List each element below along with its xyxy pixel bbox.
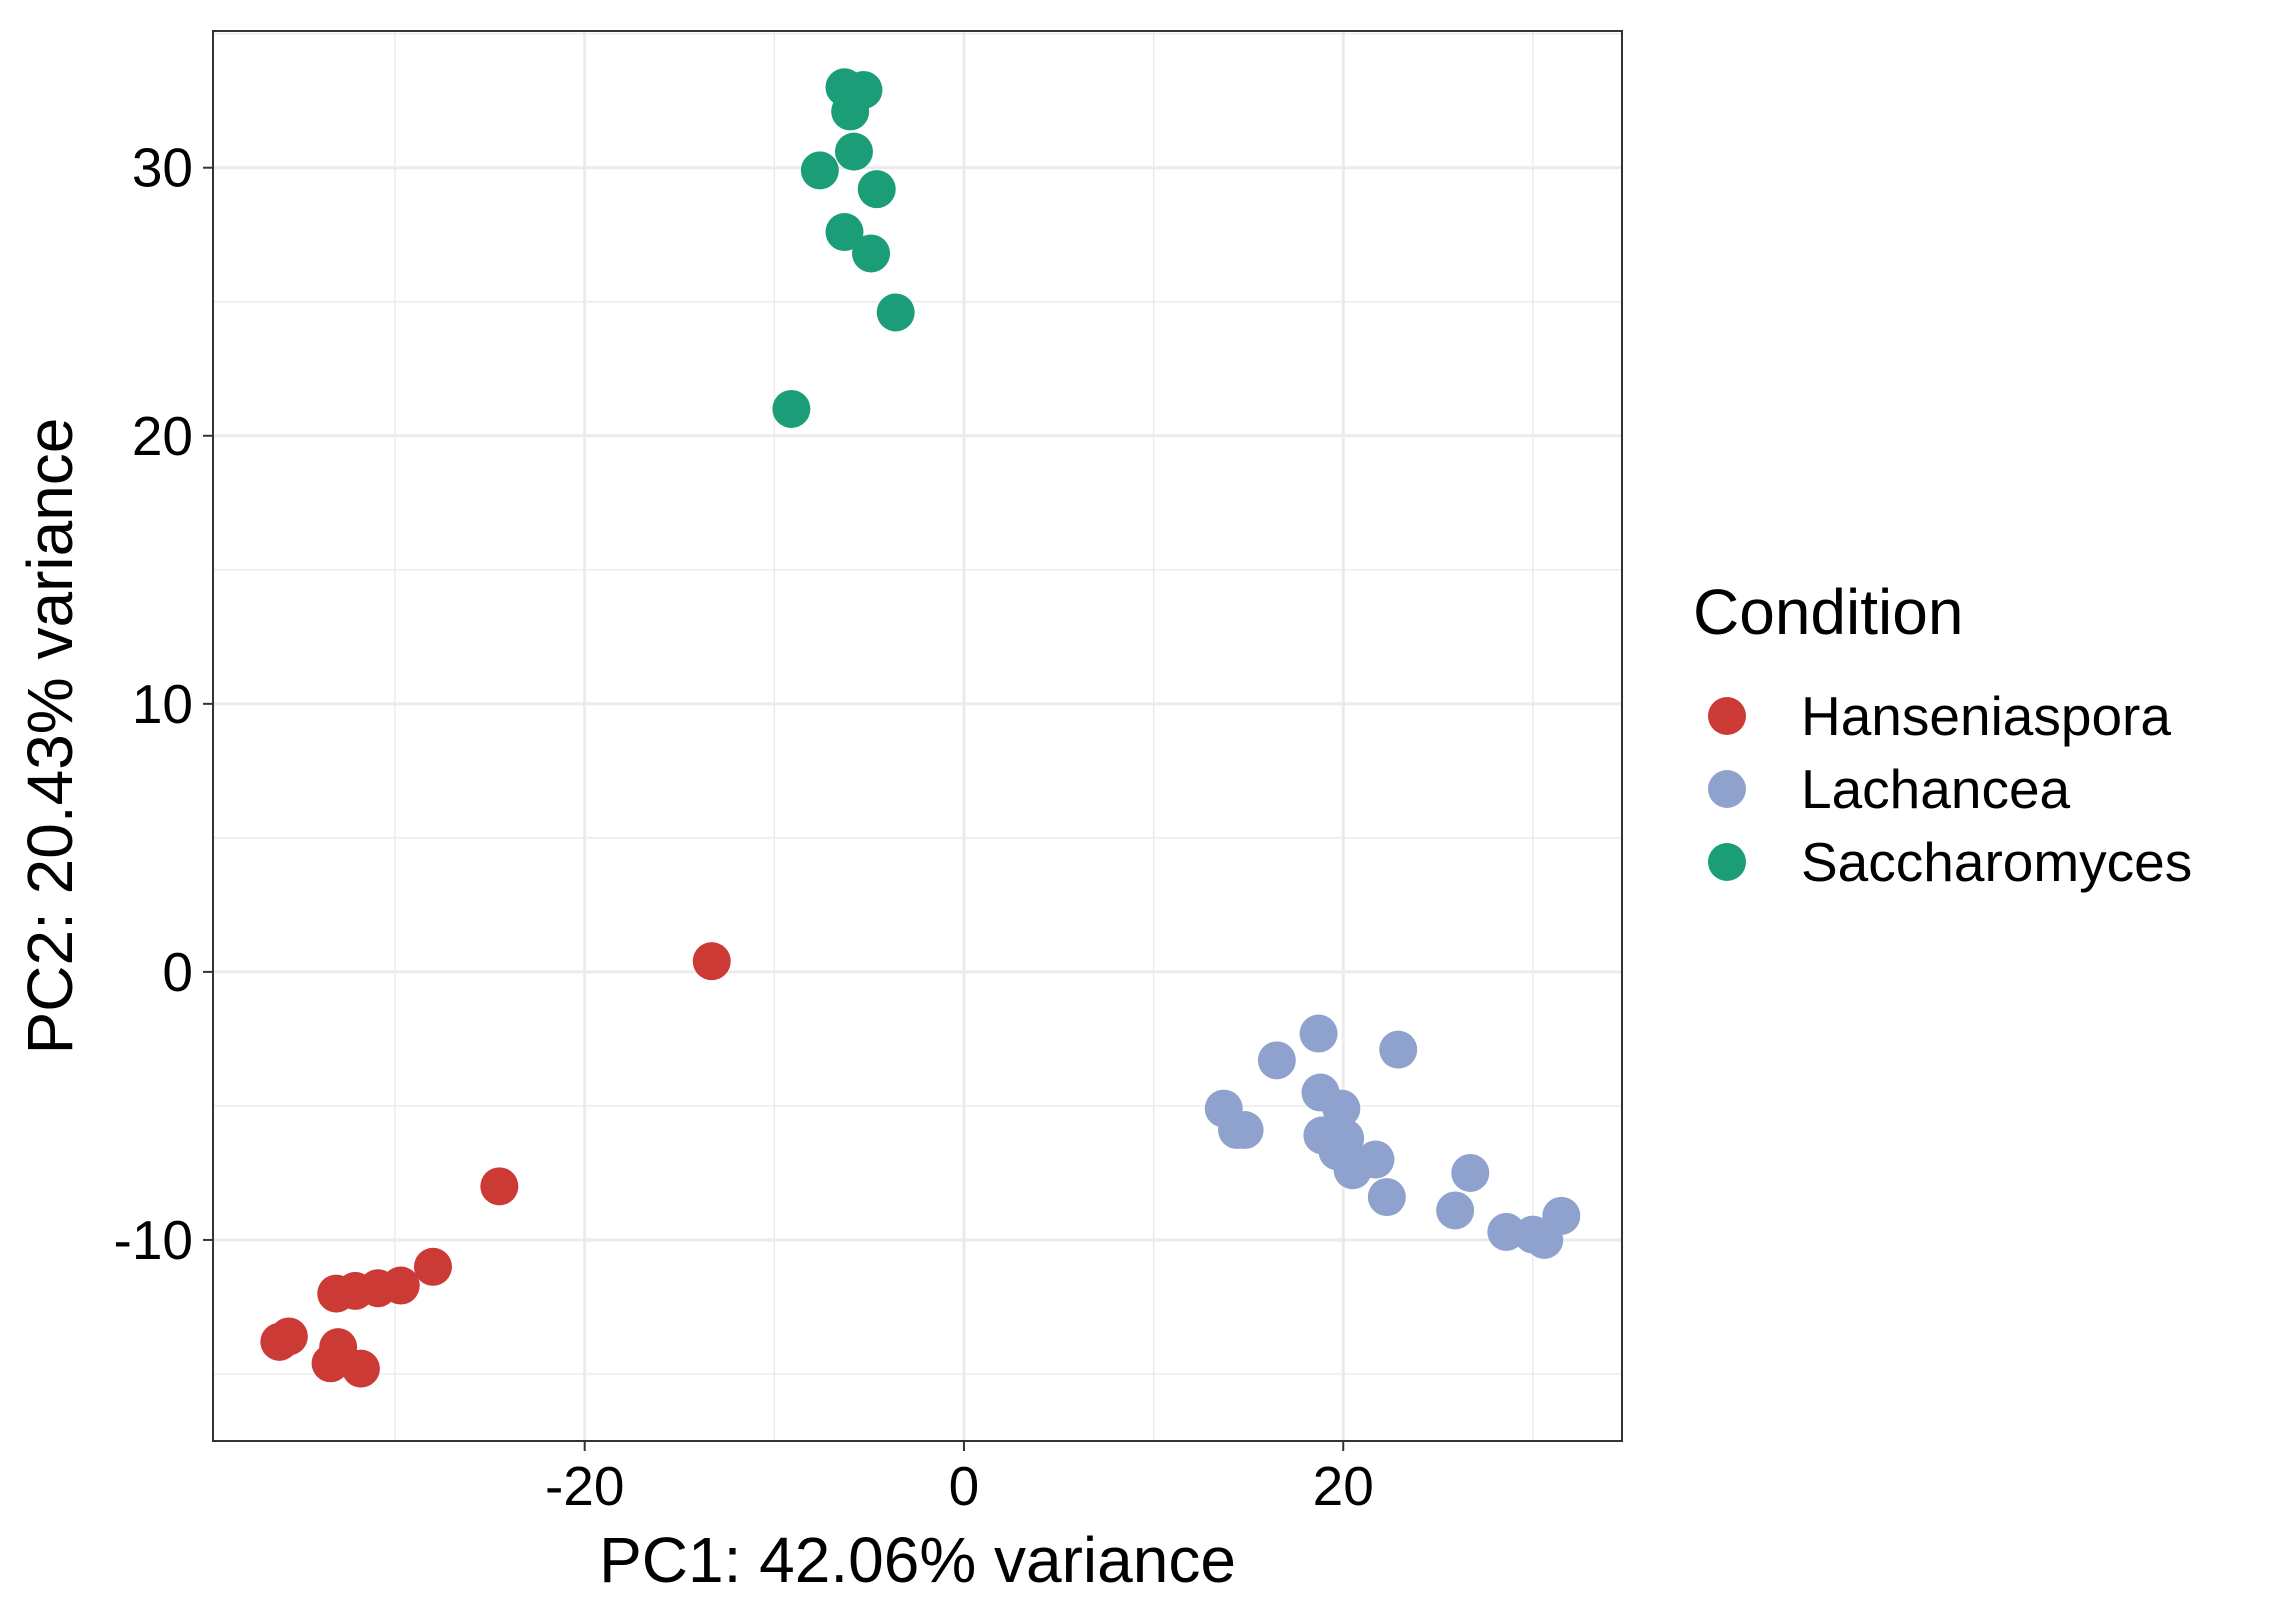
minor-gridlines — [213, 31, 1622, 1441]
y-tick-label: 30 — [132, 137, 193, 199]
legend-label-hanseniaspora: Hanseniaspora — [1801, 685, 2171, 747]
data-points — [260, 68, 1581, 1388]
legend-label-lachancea: Lachancea — [1801, 758, 2071, 820]
data-point-saccharomyces — [857, 170, 896, 209]
y-axis-ticks: -10 0 10 20 30 — [114, 137, 213, 1271]
y-tick-label: -10 — [114, 1209, 194, 1271]
legend-key-saccharomyces — [1708, 843, 1746, 881]
data-point-saccharomyces — [800, 151, 839, 190]
data-point-hanseniaspora — [311, 1344, 350, 1383]
legend-key-hanseniaspora — [1708, 697, 1746, 735]
data-point-saccharomyces — [852, 234, 891, 273]
data-point-saccharomyces — [825, 213, 864, 252]
y-axis-title: PC2: 20.43% variance — [14, 418, 86, 1055]
y-tick-label: 20 — [132, 405, 193, 467]
plot-panel-border — [212, 30, 1623, 1442]
x-tick-label: 0 — [949, 1455, 980, 1517]
data-point-lachancea — [1299, 1014, 1338, 1053]
data-point-hanseniaspora — [317, 1274, 356, 1313]
legend-key-lachancea — [1708, 770, 1746, 808]
data-point-lachancea — [1436, 1191, 1475, 1230]
data-point-lachancea — [1542, 1196, 1581, 1235]
data-point-hanseniaspora — [480, 1167, 519, 1206]
data-point-lachancea — [1225, 1111, 1264, 1150]
x-axis-ticks: -20 0 20 — [545, 1441, 1374, 1517]
data-point-lachancea — [1322, 1089, 1361, 1128]
data-point-lachancea — [1379, 1030, 1418, 1069]
x-tick-label: 20 — [1313, 1455, 1374, 1517]
data-point-lachancea — [1367, 1178, 1406, 1217]
data-point-hanseniaspora — [341, 1349, 380, 1388]
legend: Condition Hanseniaspora Lachancea Saccharo… — [1693, 576, 2192, 893]
data-point-lachancea — [1451, 1153, 1490, 1192]
data-point-hanseniaspora — [260, 1322, 299, 1361]
data-point-hanseniaspora — [692, 942, 731, 981]
y-tick-label: 10 — [132, 673, 193, 735]
data-point-saccharomyces — [772, 389, 811, 428]
data-point-lachancea — [1257, 1041, 1296, 1080]
y-tick-label: 0 — [162, 941, 193, 1003]
x-axis-title: PC1: 42.06% variance — [599, 1524, 1236, 1596]
data-point-hanseniaspora — [413, 1247, 452, 1286]
major-gridlines — [213, 31, 1622, 1441]
data-point-saccharomyces — [834, 132, 873, 171]
legend-label-saccharomyces: Saccharomyces — [1801, 831, 2192, 893]
data-point-saccharomyces — [876, 293, 915, 332]
legend-title: Condition — [1693, 576, 1963, 648]
plot-panel — [213, 31, 1622, 1441]
x-tick-label: -20 — [545, 1455, 625, 1517]
data-point-lachancea — [1333, 1151, 1372, 1190]
data-point-saccharomyces — [831, 92, 870, 131]
